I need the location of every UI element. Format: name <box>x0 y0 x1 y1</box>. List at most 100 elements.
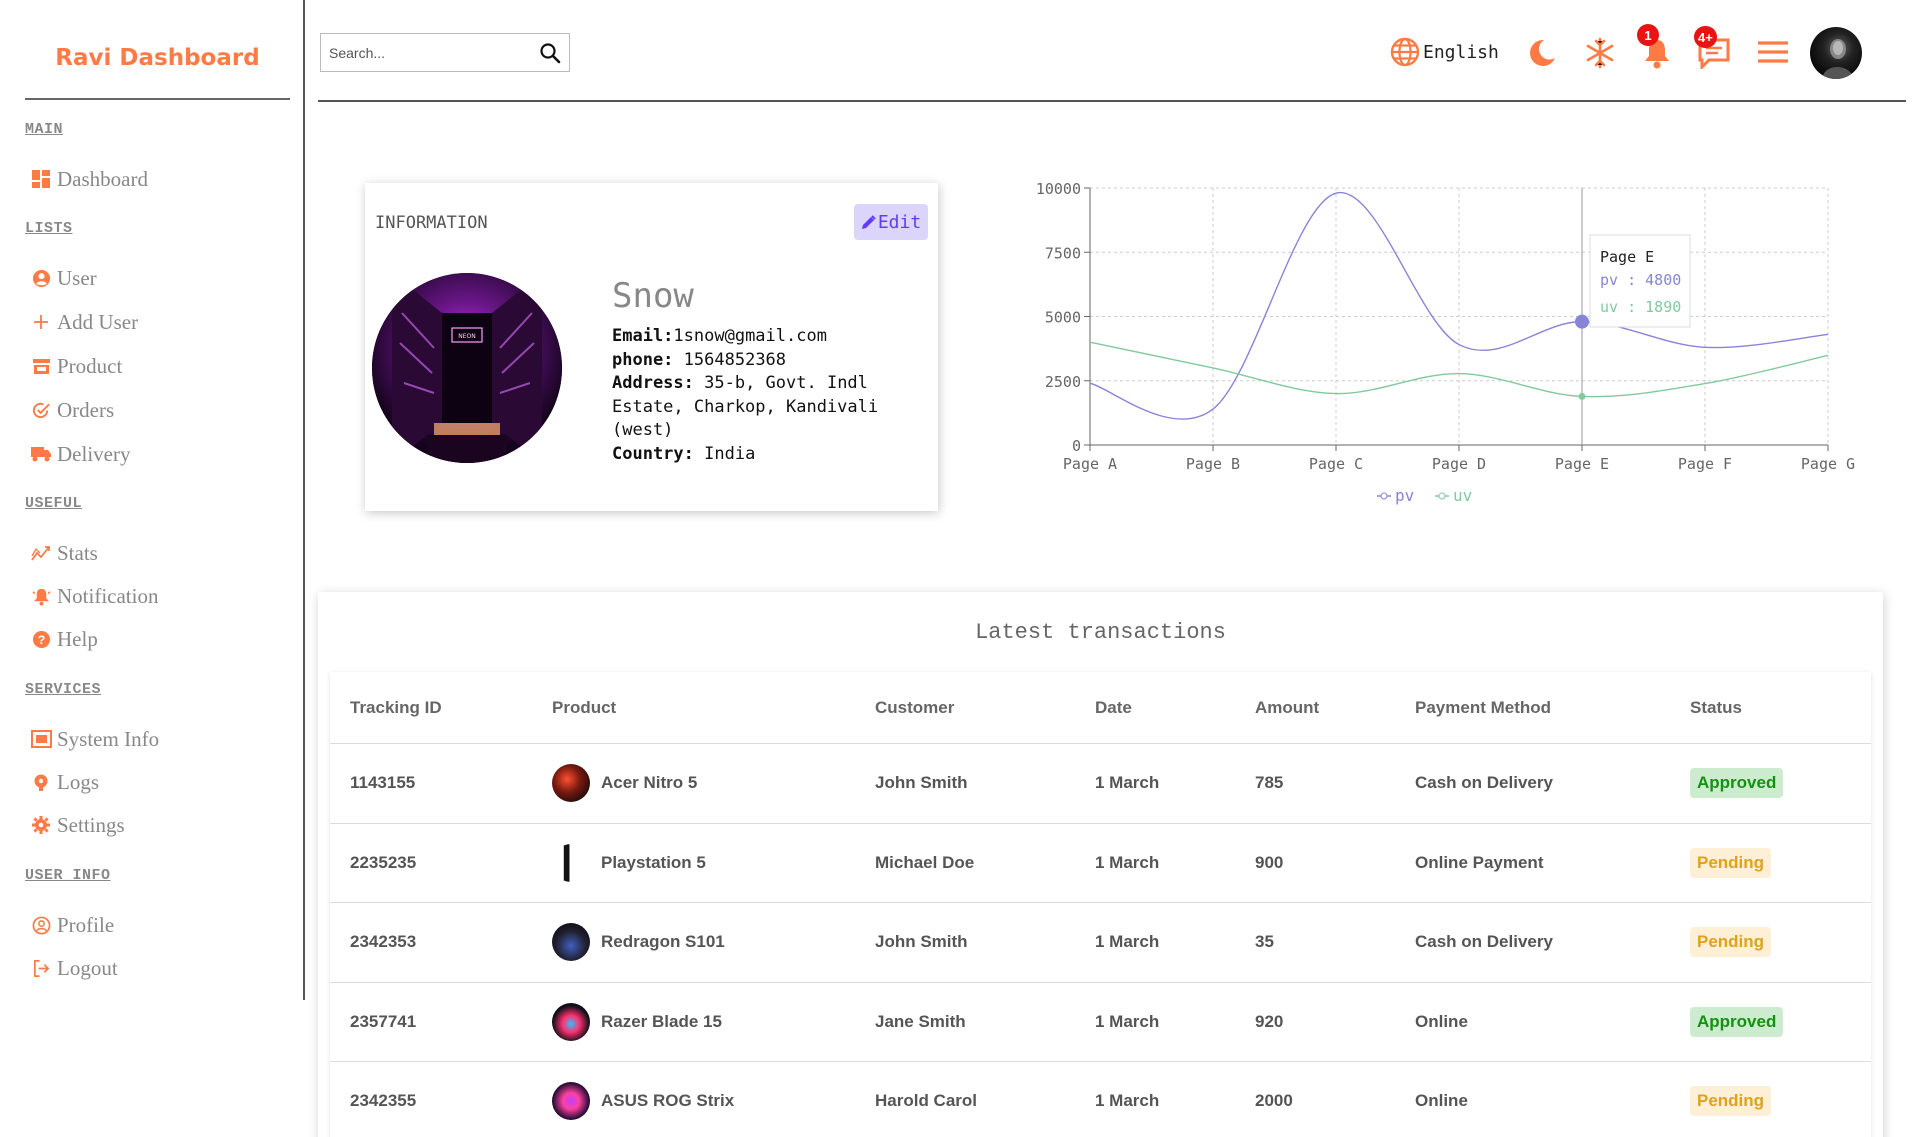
section-title-useful: USEFUL <box>25 495 83 512</box>
table-row[interactable]: 2357741 Razer Blade 15 Jane Smith 1 March 92… <box>330 983 1871 1062</box>
sidebar-item-user[interactable]: User <box>30 262 97 294</box>
sidebar-item-label: Help <box>57 626 98 651</box>
sidebar-item-system-info[interactable]: System Info <box>30 723 159 755</box>
tooltip-uv: uv : 1890 <box>1600 298 1681 316</box>
id-cell: 1143155 <box>350 773 416 793</box>
fullscreen-button[interactable] <box>1584 37 1616 69</box>
product-thumbnail <box>552 1002 590 1041</box>
status-cell: Approved <box>1690 744 1784 823</box>
sidebar-item-profile[interactable]: Profile <box>30 909 114 941</box>
date-cell: 1 March <box>1095 932 1160 952</box>
method-cell: Cash on Delivery <box>1415 932 1553 952</box>
bell-icon <box>30 585 52 607</box>
method-cell: Cash on Delivery <box>1415 773 1553 793</box>
active-dot-pv[interactable] <box>1575 314 1589 329</box>
pencil-icon <box>861 214 876 230</box>
sidebar-item-settings[interactable]: Settings <box>30 809 125 841</box>
sidebar-item-product[interactable]: Product <box>30 350 122 382</box>
y-tick-label: 2500 <box>1045 373 1081 391</box>
sidebar-item-dashboard[interactable]: Dashboard <box>30 163 148 195</box>
amount-cell: 785 <box>1255 773 1284 793</box>
sidebar-item-label: Settings <box>57 812 125 837</box>
sidebar-item-stats[interactable]: Stats <box>30 537 98 569</box>
table-row[interactable]: 2342353 Redragon S101 John Smith 1 March 35 C… <box>330 903 1871 983</box>
chat-icon <box>1697 37 1731 69</box>
product-name: Razer Blade 15 <box>601 1011 722 1031</box>
active-dot-uv[interactable] <box>1578 392 1586 400</box>
date-cell: 1 March <box>1095 1011 1160 1031</box>
status-badge: Approved <box>1690 1006 1784 1037</box>
legend-label-uv[interactable]: uv <box>1453 486 1472 505</box>
sidebar-item-help[interactable]: ? Help <box>30 623 98 655</box>
sidebar: Ravi Dashboard MAIN Dashboard LISTS User… <box>0 0 305 1000</box>
detail-label: phone: <box>612 350 674 370</box>
truck-icon <box>30 443 52 465</box>
moon-icon <box>1527 38 1557 68</box>
latest-transactions-card: Latest transactions Tracking ID Product … <box>318 592 1883 1137</box>
sidebar-item-delivery[interactable]: Delivery <box>30 438 130 470</box>
profile-image: NEON <box>372 273 562 463</box>
sidebar-item-orders[interactable]: Orders <box>30 394 114 426</box>
legend-marker-pv <box>1380 492 1388 500</box>
detail-label: Address: <box>612 373 694 393</box>
customer-cell: Michael Doe <box>875 852 975 872</box>
tooltip-category: Page E <box>1600 248 1654 266</box>
detail-value: 1564852368 <box>683 350 787 370</box>
menu-button[interactable] <box>1756 40 1790 64</box>
user-name: Snow <box>612 276 694 316</box>
sidebar-item-logs[interactable]: Logs <box>30 766 99 798</box>
search-input[interactable] <box>329 44 529 61</box>
topbar-divider <box>318 100 1906 102</box>
table-row[interactable]: 1143155 Acer Nitro 5 John Smith 1 March 785 C… <box>330 744 1871 824</box>
product-name: ASUS ROG Strix <box>601 1091 735 1111</box>
detail-address: Address: 35-b, Govt. Indl Estate, Charko… <box>612 372 922 443</box>
table-row[interactable]: 2235235 Playstation 5 Michael Doe 1 March 90… <box>330 824 1871 903</box>
x-tick-label: Page E <box>1555 455 1609 473</box>
sidebar-item-label: Orders <box>57 397 115 422</box>
line-chart: 0 2500 5000 7500 10000 Page A Page B Page C Page… <box>1010 170 1890 510</box>
y-tick-label: 10000 <box>1036 180 1081 198</box>
column-header[interactable]: Customer <box>875 697 955 717</box>
detail-value: India <box>704 444 756 464</box>
method-cell: Online <box>1415 1011 1468 1031</box>
gear-icon <box>30 814 52 836</box>
y-tick-label: 0 <box>1072 437 1081 455</box>
search-icon[interactable] <box>539 42 561 64</box>
language-selector[interactable]: English <box>1390 37 1499 67</box>
user-icon <box>30 267 52 289</box>
section-title-services: SERVICES <box>25 681 102 698</box>
system-info-icon <box>30 728 52 750</box>
status-cell: Pending <box>1690 824 1772 903</box>
column-header[interactable]: Status <box>1690 697 1742 717</box>
messages-badge: 4+ <box>1694 26 1717 48</box>
y-tick-label: 5000 <box>1045 309 1081 327</box>
column-header[interactable]: Tracking ID <box>350 697 442 717</box>
snowflake-icon <box>1584 37 1616 69</box>
customer-cell: Harold Carol <box>875 1091 978 1111</box>
sidebar-item-notification[interactable]: Notification <box>30 580 158 612</box>
transactions-table: Tracking ID Product Customer Date Amount… <box>330 672 1871 1137</box>
section-title-user-info: USER_INFO <box>25 867 111 884</box>
id-cell: 2235235 <box>350 852 417 872</box>
legend-label-pv[interactable]: pv <box>1395 486 1414 505</box>
sidebar-item-logout[interactable]: Logout <box>30 952 118 984</box>
messages-button[interactable]: 4+ <box>1694 26 1731 69</box>
table-row[interactable]: 2342355 ASUS ROG Strix Harold Carol 1 March… <box>330 1062 1871 1137</box>
column-header[interactable]: Payment Method <box>1415 697 1552 717</box>
notifications-button[interactable]: 1 <box>1637 24 1673 70</box>
store-icon <box>30 355 52 377</box>
dark-mode-toggle[interactable] <box>1527 38 1557 68</box>
column-header[interactable]: Amount <box>1255 697 1320 717</box>
detail-email: Email:1snow@gmail.com <box>612 325 922 349</box>
product-cell: Razer Blade 15 <box>552 983 722 1062</box>
edit-button[interactable]: Edit <box>854 204 928 240</box>
app-logo[interactable]: Ravi Dashboard <box>55 45 260 71</box>
avatar[interactable] <box>1810 27 1862 79</box>
sidebar-item-add-user[interactable]: Add User <box>30 306 138 338</box>
column-header[interactable]: Product <box>552 697 617 717</box>
sidebar-item-label: Stats <box>57 540 98 565</box>
product-name: Acer Nitro 5 <box>601 773 698 793</box>
series-line-uv <box>1089 341 1829 398</box>
column-header[interactable]: Date <box>1095 697 1132 717</box>
sidebar-item-label: Product <box>57 353 123 378</box>
